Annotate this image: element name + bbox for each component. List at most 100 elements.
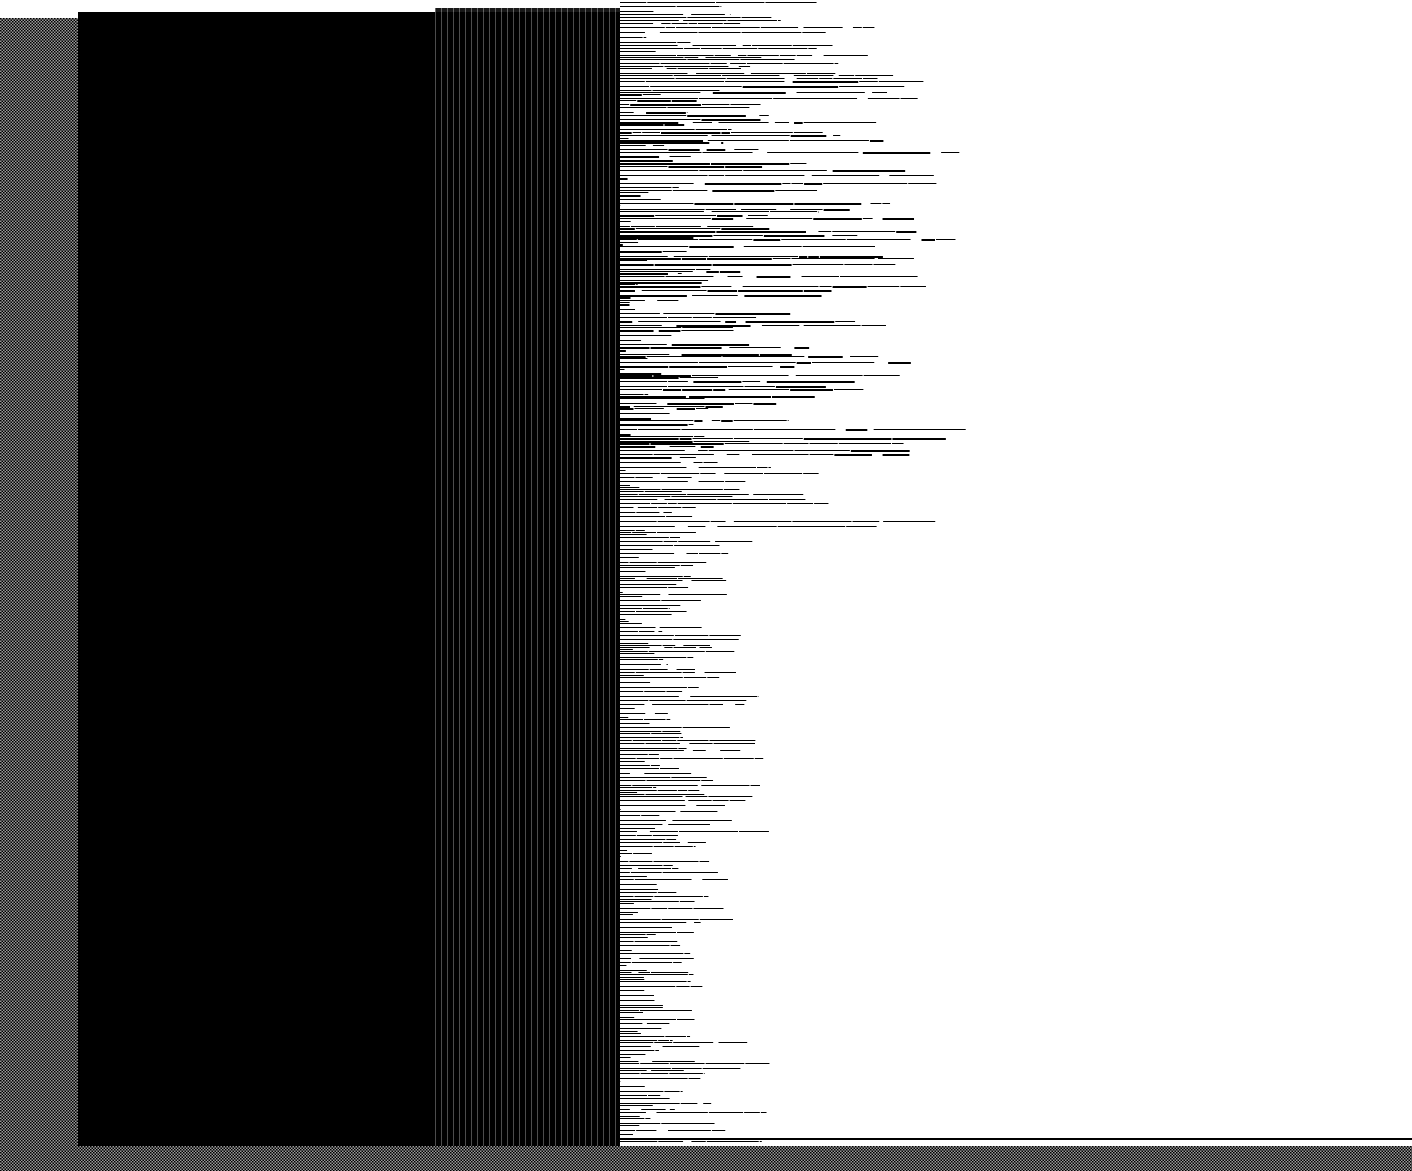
line-segment [641,815,660,816]
line-segment [683,576,691,577]
line-segment [620,55,677,56]
line-segment [752,45,792,46]
line-segment [882,218,915,220]
line-segment [729,347,781,348]
line-segment [761,325,800,326]
line-segment [620,145,646,146]
line-segment [620,1012,643,1013]
line-segment [697,23,723,24]
line-segment [702,879,728,880]
line-segment [620,203,694,204]
line-segment [699,170,743,171]
line-segment [637,100,671,102]
line-segment [620,175,708,176]
line-segment [620,142,710,144]
line-segment [620,195,641,197]
line-segment [733,420,787,421]
line-segment [620,576,683,577]
line-segment [620,119,701,120]
line-segment [664,124,685,126]
line-segment [620,611,636,612]
line-segment [679,377,719,378]
line-segment [620,1042,654,1043]
line-segment [620,743,645,744]
line-segment [669,446,696,447]
line-segment [620,284,636,285]
line-segment [682,327,733,328]
line-segment [620,651,648,652]
line-segment [620,740,632,741]
line-segment [638,429,681,430]
line-segment [746,63,783,64]
line-segment [683,20,727,21]
line-segment [620,1134,633,1135]
line-segment [620,68,652,69]
line-segment [712,264,792,266]
line-segment [741,209,777,210]
line-segment [694,922,701,923]
line-segment [658,1141,684,1142]
line-segment [796,92,865,93]
line-segment [620,418,652,420]
line-segment [742,381,761,382]
line-segment [713,743,756,744]
line-segment [877,258,914,259]
line-segment [620,879,634,880]
line-segment [850,356,879,357]
line-segment [667,403,734,405]
line-segment [620,727,682,728]
line-segment [863,78,878,79]
line-segment [661,600,701,601]
line-segment [680,811,718,812]
line-segment [711,1130,726,1131]
line-segment [678,541,711,542]
line-segment [620,386,668,387]
line-segment [620,42,677,43]
line-segment [727,129,732,130]
line-segment [702,1068,741,1069]
line-segment [795,375,863,376]
line-segment [620,73,688,74]
line-segment [717,215,743,217]
line-segment [693,846,696,847]
line-segment [620,218,711,219]
line-segment [620,1109,630,1110]
line-segment [620,377,679,379]
line-segment [620,908,651,909]
line-segment [638,972,650,973]
line-segment [711,211,770,212]
line-segment [620,242,639,243]
line-segment [651,503,667,504]
line-segment [620,408,634,410]
line-segment [708,175,725,176]
line-segment [833,135,841,136]
line-segment [734,149,759,150]
line-segment [833,389,864,390]
line-segment [792,521,852,522]
line-segment [620,553,675,554]
line-segment [695,129,727,130]
line-segment [620,129,695,130]
line-segment [704,672,736,673]
line-segment [644,719,666,720]
line-segment [636,512,660,513]
line-segment [688,790,700,791]
line-segment [620,580,683,581]
line-segment [662,645,676,646]
bottom-strip [0,1146,1412,1171]
line-segment [693,908,724,909]
line-segment [620,639,673,640]
line-segment [662,740,677,741]
line-segment [699,861,710,862]
line-segment [715,313,791,315]
line-segment [669,1073,703,1074]
line-segment [684,57,699,58]
line-segment [763,235,825,237]
line-segment [717,526,777,527]
line-segment [642,132,661,133]
line-segment [620,719,644,720]
line-segment [636,1130,657,1131]
line-segment [674,635,709,636]
line-segment [741,32,802,33]
line-segment [620,228,635,230]
